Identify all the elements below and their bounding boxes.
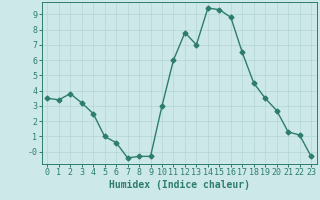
X-axis label: Humidex (Indice chaleur): Humidex (Indice chaleur) [109, 180, 250, 190]
